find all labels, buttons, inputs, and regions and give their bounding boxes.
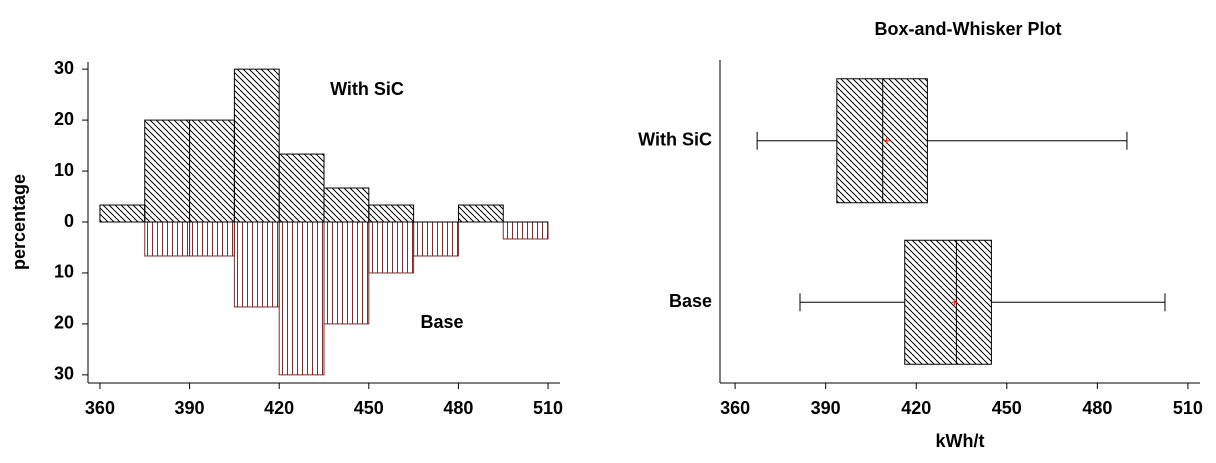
bar: [457, 204, 504, 223]
bar: [99, 204, 146, 223]
x-tick-label: 510: [1173, 398, 1203, 418]
x-tick-label: 480: [1082, 398, 1112, 418]
bar: [502, 221, 549, 240]
box: [904, 239, 992, 365]
x-tick-label: 390: [811, 398, 841, 418]
x-tick-label: 480: [443, 398, 473, 418]
bar: [278, 153, 325, 223]
x-axis-label: kWh/t: [936, 431, 985, 451]
y-tick-label: Base: [669, 291, 712, 311]
bar: [144, 221, 191, 257]
bar: [323, 187, 370, 223]
x-tick-label: 450: [354, 398, 384, 418]
y-tick-label: 10: [54, 262, 74, 282]
y-tick-label: 20: [54, 109, 74, 129]
x-tick-label: 390: [175, 398, 205, 418]
box: [836, 78, 928, 204]
mean-marker: [883, 137, 890, 144]
bar: [323, 221, 370, 325]
bar: [233, 68, 280, 223]
bar: [144, 119, 191, 223]
x-tick-label: 420: [264, 398, 294, 418]
bar: [278, 221, 325, 376]
bar: [189, 119, 235, 223]
y-tick-label: 30: [54, 58, 74, 78]
chart-title: Box-and-Whisker Plot: [874, 19, 1061, 39]
y-tick-label: 0: [64, 211, 74, 231]
bar: [233, 221, 280, 308]
bar: [413, 221, 459, 257]
bar: [368, 204, 415, 223]
annotation: With SiC: [330, 79, 404, 99]
x-tick-label: 510: [533, 398, 563, 418]
mean-marker: [951, 299, 958, 306]
bar: [189, 221, 235, 257]
y-tick-label: 30: [54, 364, 74, 384]
x-tick-label: 360: [85, 398, 115, 418]
y-tick-label: 10: [54, 160, 74, 180]
y-axis-label: percentage: [9, 174, 29, 270]
y-tick-label: With SiC: [638, 130, 712, 150]
x-tick-label: 450: [992, 398, 1022, 418]
bar: [368, 221, 415, 274]
x-tick-label: 420: [901, 398, 931, 418]
annotation: Base: [420, 312, 463, 332]
y-tick-label: 20: [54, 313, 74, 333]
x-tick-label: 360: [720, 398, 750, 418]
